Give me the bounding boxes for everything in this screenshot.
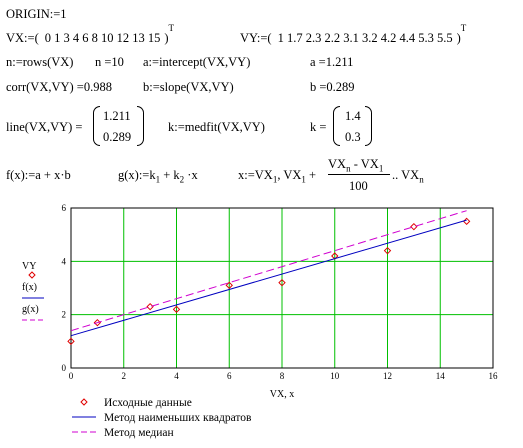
x-range-end: .. VXn xyxy=(392,168,424,185)
k-def[interactable]: k:=medfit(VX,VY) xyxy=(168,120,265,134)
data-point xyxy=(278,278,286,287)
k-vector-value-0: 1.4 xyxy=(345,109,361,123)
y-tick-label: 6 xyxy=(62,203,67,213)
x-tick-label: 0 xyxy=(69,371,74,381)
b-def[interactable]: b:=slope(VX,VY) xyxy=(143,80,234,94)
vy-label: VY:=( xyxy=(240,31,272,45)
legend: Исходные данные Метод наименьших квадрат… xyxy=(72,397,252,439)
vx-label: VX:=( xyxy=(6,31,39,45)
x-tick-label: 8 xyxy=(280,371,285,381)
g-def[interactable]: g(x):=k1 + k2 ·x xyxy=(118,168,198,185)
legend-label-lsq: Метод наименьших квадратов xyxy=(104,412,252,424)
legend-marker-data xyxy=(80,398,88,406)
y-label-vy-marker xyxy=(28,271,36,279)
vx-transpose: T xyxy=(168,22,175,33)
x-tick-label: 4 xyxy=(174,371,179,381)
legend-label-median: Метод медиан xyxy=(104,427,174,439)
y-label-gx: g(x) xyxy=(22,304,39,315)
y-label-fx: f(x) xyxy=(22,282,37,293)
n-value[interactable]: n =10 xyxy=(95,55,124,69)
plot-frame xyxy=(70,207,494,369)
x-fraction-numerator: VXn - VX1 xyxy=(328,157,384,174)
median-fit-line xyxy=(70,210,467,332)
x-fraction-bar xyxy=(328,174,390,175)
g-plus: + k xyxy=(160,168,180,182)
x-label: x:=VX xyxy=(238,168,273,182)
x-num-vx: VX xyxy=(328,157,347,171)
data-point xyxy=(462,217,471,226)
chart-series xyxy=(67,210,471,346)
k-expr[interactable]: k = xyxy=(310,120,327,134)
data-point xyxy=(146,302,154,311)
g-x: ·x xyxy=(184,168,198,182)
x-sub1-a: 1 xyxy=(272,174,278,185)
data-point xyxy=(410,222,418,231)
vx-def[interactable]: VX:=(0 1 3 4 6 8 10 12 13 15)T xyxy=(6,22,175,45)
g-sub1: 1 xyxy=(155,174,161,185)
y-tick-label: 2 xyxy=(62,310,67,320)
y-tick-label: 0 xyxy=(62,363,67,373)
vy-values: 1 1.7 2.3 2.2 3.1 3.2 4.2 4.4 5.3 5.5 xyxy=(277,31,453,45)
x-plus: + xyxy=(305,168,317,182)
x-comma: , VX xyxy=(277,168,302,182)
vy-def[interactable]: VY:=( 1 1.7 2.3 2.2 3.1 3.2 4.2 4.4 5.3 5… xyxy=(240,22,467,45)
vx-values: 0 1 3 4 6 8 10 12 13 15 xyxy=(44,31,161,45)
n-def[interactable]: n:=rows(VX) xyxy=(6,55,74,69)
x-tick-label: 10 xyxy=(330,371,340,381)
y-label-vy: VY xyxy=(22,261,36,272)
x-tick-label: 2 xyxy=(122,371,127,381)
line-vector-value-1: 0.289 xyxy=(103,130,132,144)
g-sub2: 2 xyxy=(179,174,185,185)
chart-grid xyxy=(71,208,493,368)
data-point xyxy=(67,337,75,346)
line-expr[interactable]: line(VX,VY) = xyxy=(6,120,83,134)
corr-value[interactable]: corr(VX,VY) =0.988 xyxy=(6,80,112,94)
least-squares-line xyxy=(70,219,467,337)
a-def[interactable]: a:=intercept(VX,VY) xyxy=(143,55,251,69)
b-value[interactable]: b =0.289 xyxy=(310,80,355,94)
x-tick-label: 16 xyxy=(489,371,499,381)
y-tick-label: 4 xyxy=(62,256,67,266)
x-range: .. VX xyxy=(392,168,420,182)
x-fraction-denominator: 100 xyxy=(349,179,368,193)
line-vector-value-0: 1.211 xyxy=(103,109,131,123)
a-value[interactable]: a =1.211 xyxy=(310,55,354,69)
x-num-subn: n xyxy=(346,163,351,174)
origin-def[interactable]: ORIGIN:=1 xyxy=(6,7,67,21)
x-sub1-b: 1 xyxy=(301,174,306,185)
x-num-sub1: 1 xyxy=(378,163,384,174)
x-tick-label: 14 xyxy=(436,371,446,381)
legend-label-data: Исходные данные xyxy=(104,397,192,409)
g-label: g(x):=k xyxy=(118,168,156,182)
x-range-subn: n xyxy=(419,174,424,185)
data-point xyxy=(225,281,233,290)
line-vector-left-bracket xyxy=(93,106,100,146)
x-axis-label: VX, x xyxy=(270,389,294,400)
data-point xyxy=(172,305,181,314)
x-def[interactable]: x:=VX1, VX1 + xyxy=(238,168,317,185)
f-def[interactable]: f(x):=a + x·b xyxy=(6,168,71,182)
k-vector-left-bracket xyxy=(333,106,340,146)
k-vector-value-1: 0.3 xyxy=(345,130,361,144)
vy-transpose: T xyxy=(460,22,467,33)
axis-ticks: 0 2 4 6 8 10 12 14 16 0 2 4 6 xyxy=(62,203,499,381)
data-point xyxy=(383,246,392,255)
x-tick-label: 6 xyxy=(227,371,232,381)
x-tick-label: 12 xyxy=(383,371,392,381)
x-num-minus: - VX xyxy=(350,157,379,171)
